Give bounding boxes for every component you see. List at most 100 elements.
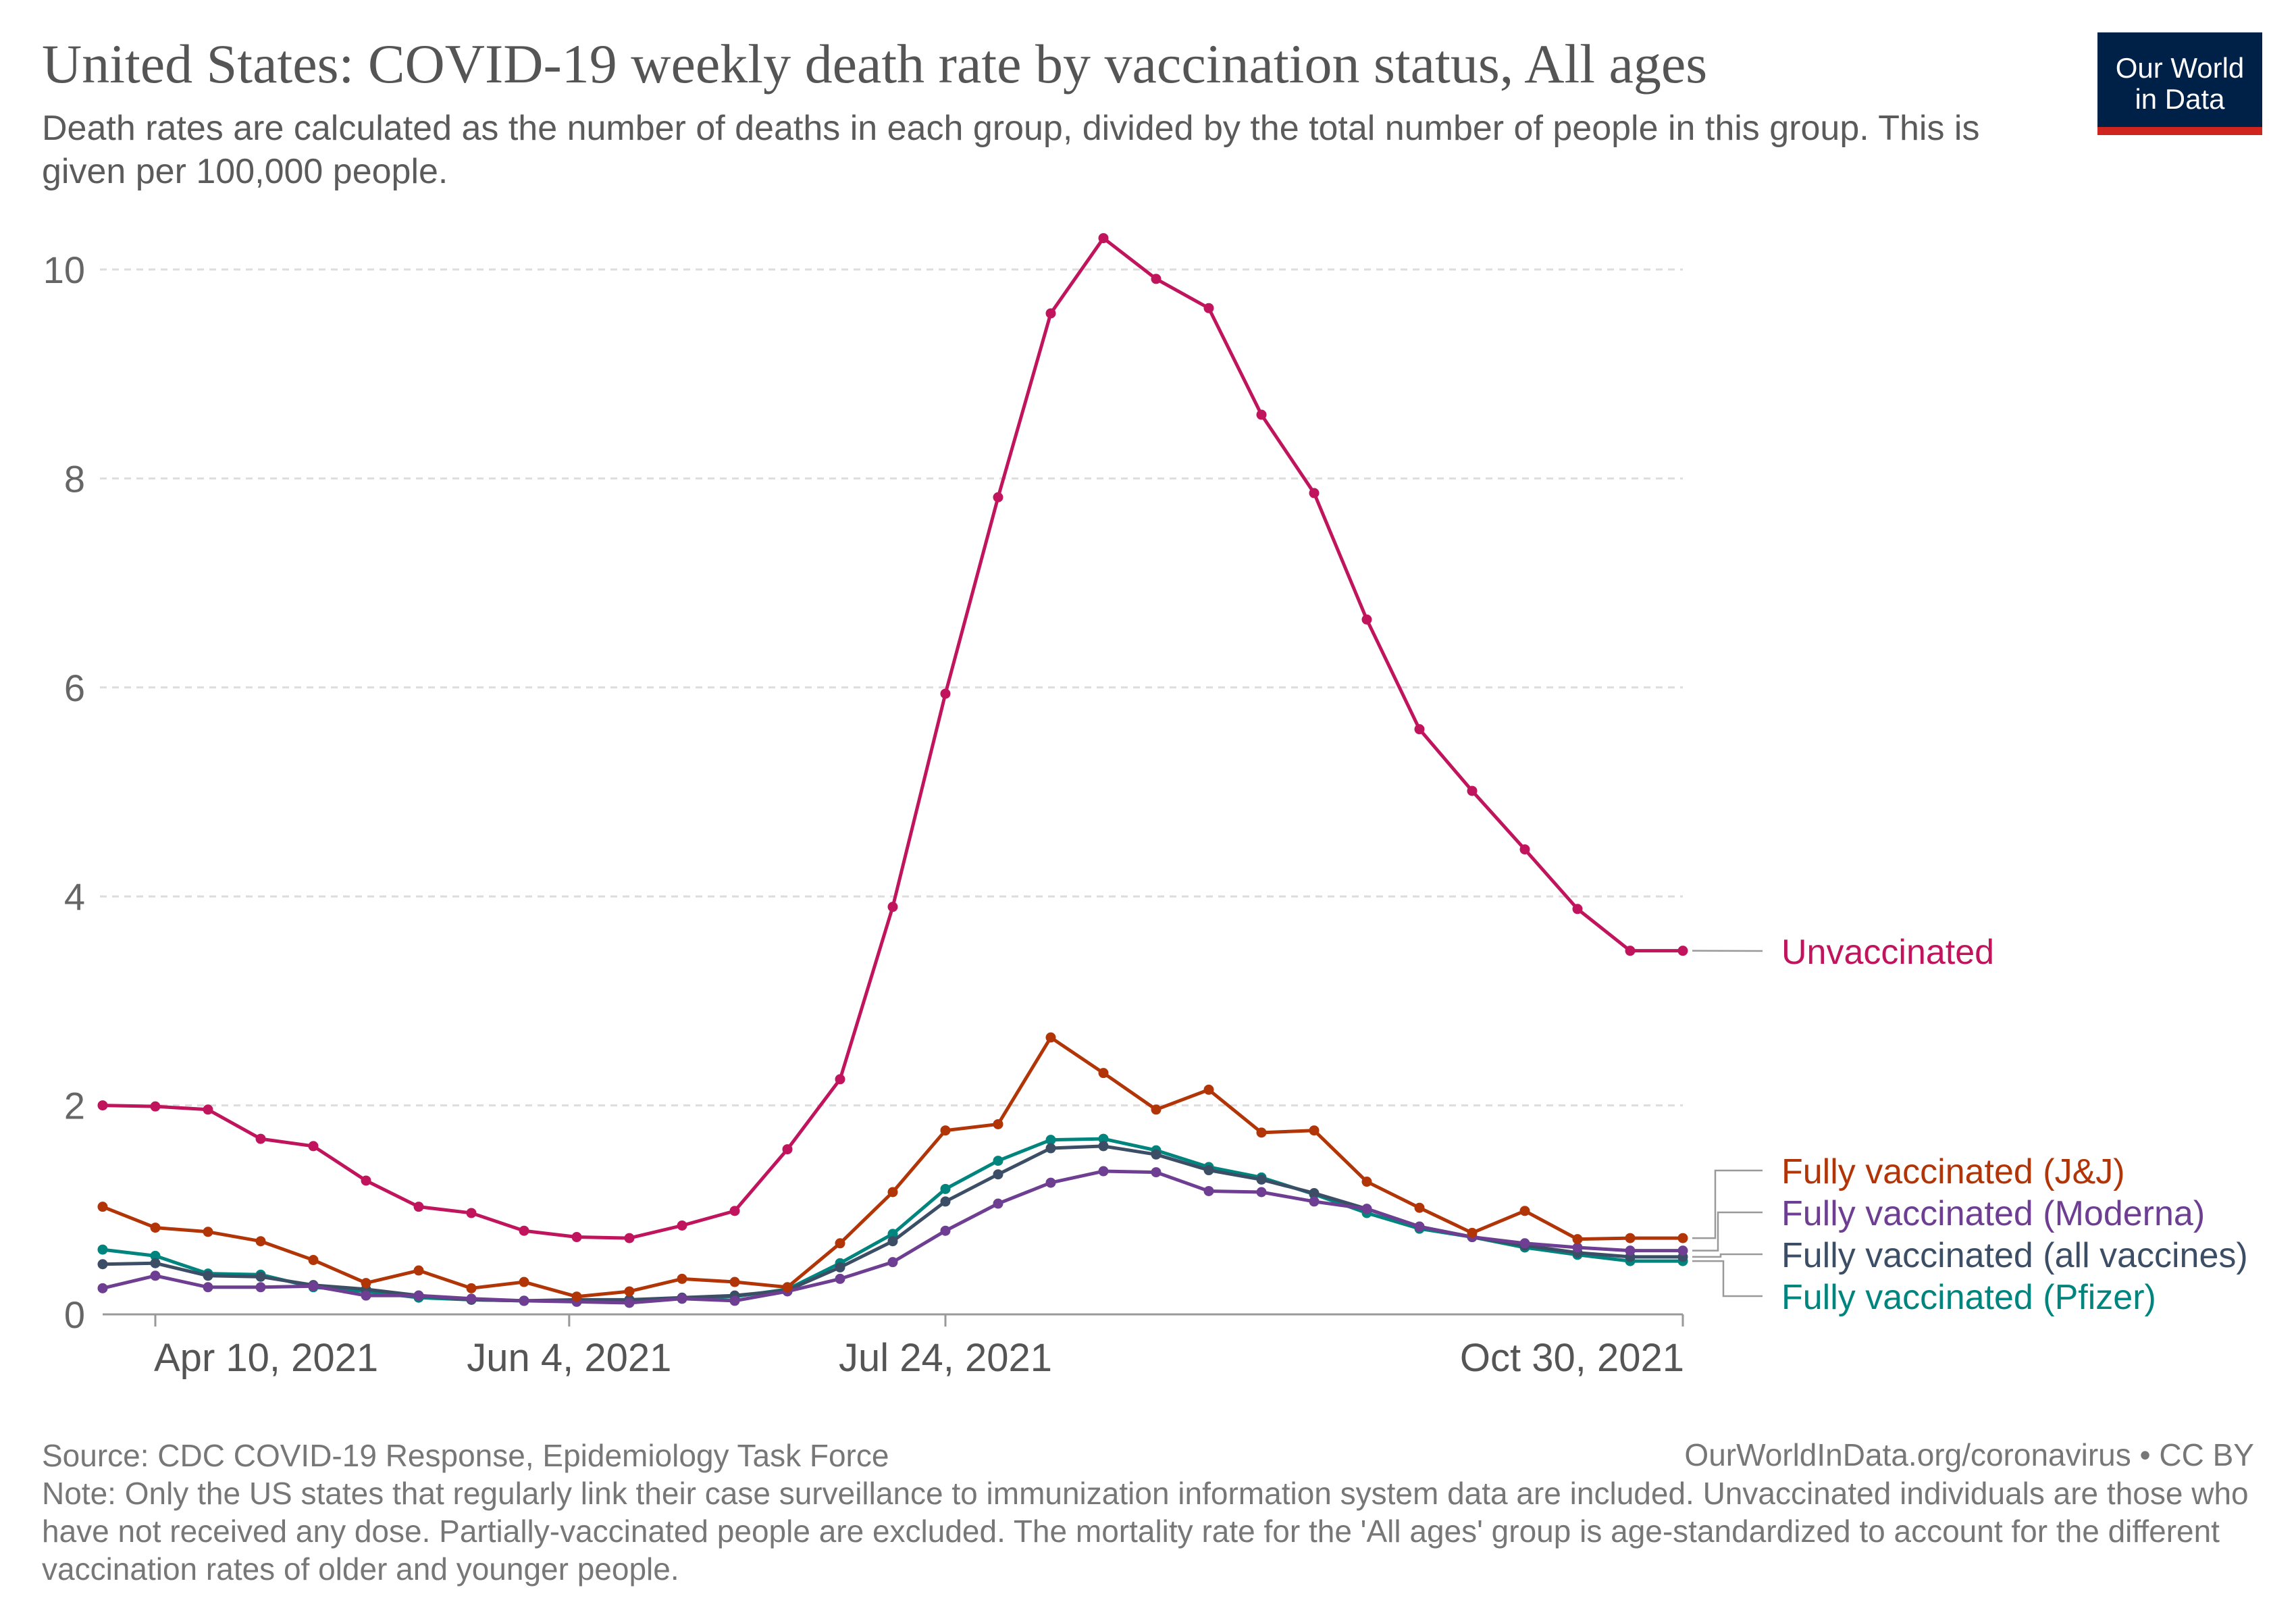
label-connector [1692, 1169, 1763, 1239]
y-tick-label: 4 [64, 875, 85, 918]
data-point [887, 1229, 898, 1239]
data-point [1256, 409, 1267, 420]
data-point [1045, 1032, 1056, 1043]
data-point [1414, 1202, 1425, 1213]
logo-line-2: in Data [2135, 83, 2225, 115]
data-point [361, 1175, 371, 1186]
series-label: Fully vaccinated (Moderna) [1781, 1194, 2205, 1233]
y-tick-label: 0 [64, 1293, 85, 1336]
data-point [203, 1227, 213, 1237]
data-point [1414, 1221, 1425, 1232]
series-label: Fully vaccinated (all vaccines) [1781, 1236, 2248, 1275]
chart-title: United States: COVID-19 weekly death rat… [42, 33, 1708, 95]
data-point [835, 1074, 845, 1085]
data-point [624, 1297, 635, 1308]
label-connector [1692, 1211, 1763, 1252]
data-point [255, 1271, 266, 1282]
data-point [308, 1255, 319, 1266]
data-point [1519, 1206, 1530, 1216]
data-point [150, 1270, 161, 1281]
data-point [1677, 1233, 1688, 1243]
data-point [1677, 946, 1688, 956]
y-tick-label: 6 [64, 667, 85, 709]
data-point [993, 1169, 1003, 1180]
data-point [1098, 1141, 1109, 1152]
x-tick-label: Apr 10, 2021 [154, 1336, 378, 1380]
data-point [835, 1262, 845, 1272]
data-point [1203, 1084, 1214, 1095]
series-line [102, 236, 1683, 1240]
data-point [1045, 1135, 1056, 1146]
series-label: Fully vaccinated (Pfizer) [1781, 1278, 2156, 1317]
data-point [1256, 1174, 1267, 1185]
data-point [255, 1133, 266, 1144]
data-point [203, 1282, 213, 1293]
series-label: Unvaccinated [1781, 933, 1994, 972]
data-point [993, 1198, 1003, 1209]
data-point [203, 1104, 213, 1115]
data-point [466, 1293, 477, 1304]
data-point [413, 1265, 424, 1276]
data-point [203, 1270, 213, 1281]
data-point [308, 1141, 319, 1152]
data-point [782, 1282, 793, 1293]
data-point [1309, 488, 1320, 498]
data-point [1572, 1234, 1583, 1245]
series-label: Fully vaccinated (J&J) [1781, 1152, 2125, 1191]
data-point [1625, 1245, 1636, 1256]
data-point [782, 1144, 793, 1155]
data-point [1572, 904, 1583, 915]
data-point [97, 1244, 108, 1255]
data-point [1309, 1125, 1320, 1136]
data-point [1203, 1185, 1214, 1196]
data-point [1045, 1177, 1056, 1188]
data-point [624, 1286, 635, 1297]
data-point [1256, 1127, 1267, 1138]
x-tick-label: Jul 24, 2021 [839, 1336, 1052, 1380]
data-point [1414, 724, 1425, 735]
x-tick-label: Jun 4, 2021 [467, 1336, 671, 1380]
data-point [940, 1183, 951, 1194]
data-point [150, 1223, 161, 1233]
data-point [1361, 614, 1372, 625]
data-point [361, 1290, 371, 1301]
data-point [1151, 274, 1162, 284]
data-point [1625, 1233, 1636, 1243]
data-point [887, 1236, 898, 1247]
x-tick-label: Oct 30, 2021 [1460, 1336, 1684, 1380]
data-point [1098, 1133, 1109, 1144]
data-point [255, 1282, 266, 1293]
data-point [835, 1238, 845, 1249]
source-url-link[interactable]: OurWorldInData.org/coronavirus • CC BY [1684, 1437, 2254, 1472]
data-point [993, 492, 1003, 503]
series-line [102, 1144, 1683, 1303]
owid-logo[interactable]: Our World in Data [2097, 32, 2262, 135]
data-point [361, 1278, 371, 1289]
data-point [1625, 946, 1636, 956]
data-point [97, 1259, 108, 1270]
data-point [677, 1293, 687, 1304]
data-point [1151, 1167, 1162, 1178]
data-point [1151, 1149, 1162, 1160]
data-point [887, 902, 898, 912]
data-point [1098, 1068, 1109, 1079]
data-point [1045, 1143, 1056, 1154]
data-point [413, 1290, 424, 1301]
label-connector [1692, 1260, 1763, 1297]
y-tick-label: 8 [64, 457, 85, 500]
data-point [1519, 1238, 1530, 1249]
data-point [1361, 1204, 1372, 1214]
data-point [1309, 1196, 1320, 1207]
data-point [940, 1125, 951, 1136]
data-point [940, 688, 951, 699]
logo-accent-bar [2097, 127, 2262, 135]
data-point [1309, 1188, 1320, 1199]
data-point [97, 1100, 108, 1111]
data-point [624, 1233, 635, 1243]
data-point [887, 1187, 898, 1198]
data-point [993, 1156, 1003, 1166]
data-point [1467, 1227, 1478, 1238]
data-point [993, 1118, 1003, 1129]
data-point [940, 1196, 951, 1207]
data-point [940, 1225, 951, 1236]
